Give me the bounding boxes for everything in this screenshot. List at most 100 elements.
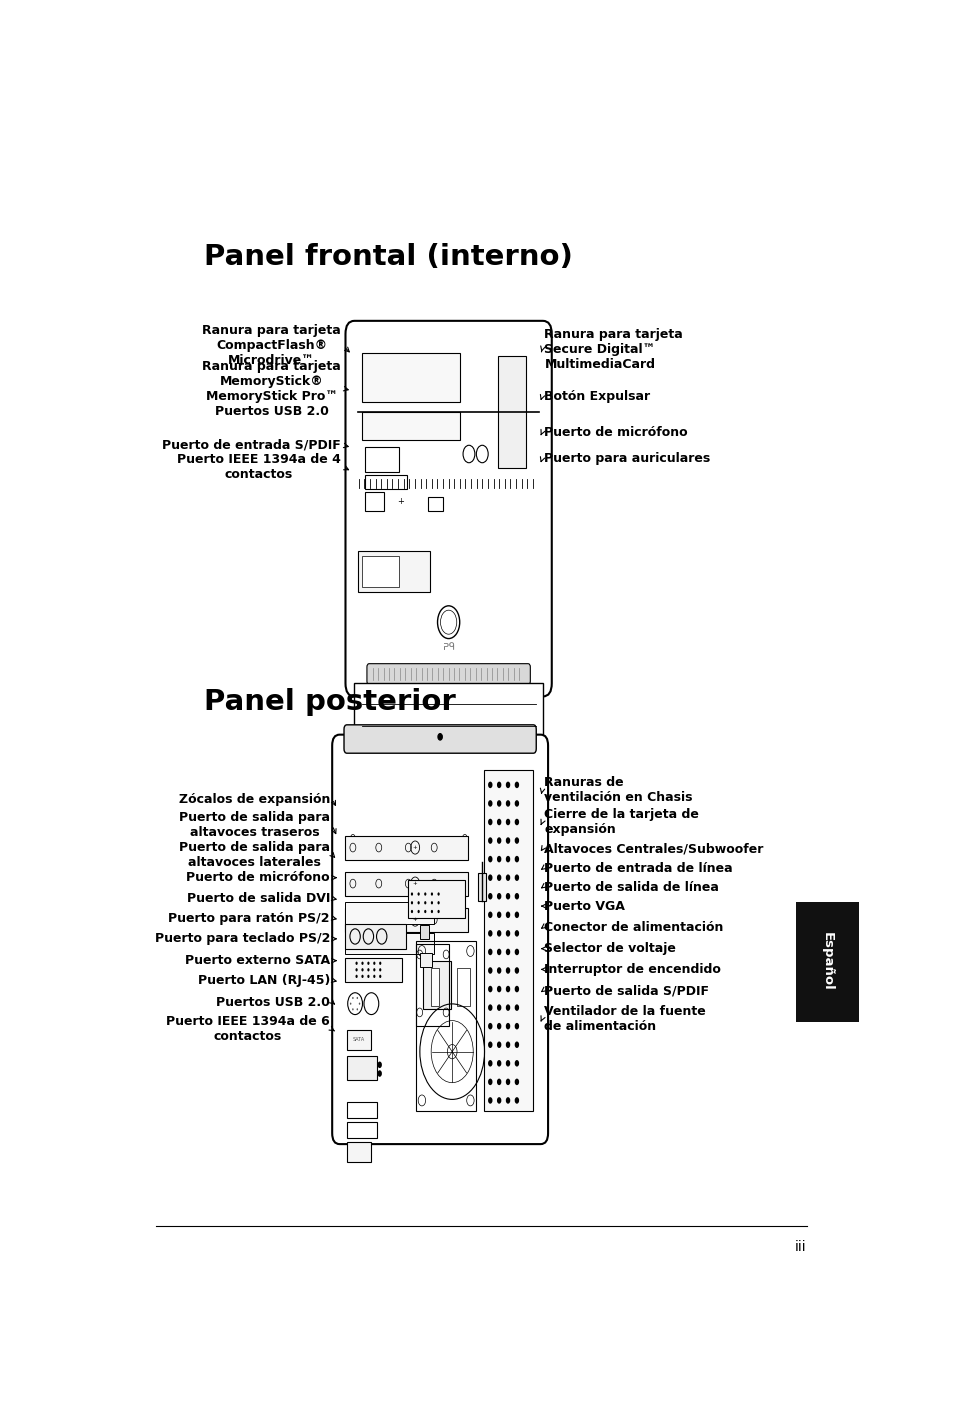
Circle shape [515, 800, 518, 807]
Circle shape [424, 900, 426, 905]
Circle shape [488, 875, 492, 881]
Text: Puerto de entrada de línea: Puerto de entrada de línea [544, 862, 732, 875]
Text: Interruptor de encendido: Interruptor de encendido [544, 963, 720, 976]
Text: Botón Expulsar: Botón Expulsar [544, 390, 650, 403]
Circle shape [497, 800, 501, 807]
Bar [361, 353, 459, 403]
Text: Puerto de entrada S/PDIF: Puerto de entrada S/PDIF [162, 438, 341, 452]
Circle shape [505, 1079, 510, 1085]
Circle shape [505, 837, 510, 844]
Circle shape [358, 1003, 360, 1005]
Bar [365, 475, 407, 489]
Circle shape [352, 997, 354, 1000]
Circle shape [437, 900, 439, 905]
Circle shape [497, 1041, 501, 1048]
Circle shape [378, 961, 381, 964]
Circle shape [515, 875, 518, 881]
Circle shape [515, 1079, 518, 1085]
Bar [345, 957, 401, 981]
Bar [345, 835, 468, 859]
Circle shape [505, 1041, 510, 1048]
Circle shape [437, 733, 442, 740]
Circle shape [497, 781, 501, 788]
Circle shape [437, 910, 439, 913]
Circle shape [497, 967, 501, 974]
Circle shape [515, 1098, 518, 1103]
Bar [347, 1143, 371, 1161]
Circle shape [431, 910, 433, 913]
Circle shape [356, 1008, 357, 1011]
Circle shape [488, 1022, 492, 1029]
Circle shape [505, 1061, 510, 1066]
Circle shape [367, 968, 369, 971]
Text: Puerto IEEE 1394a de 6
contactos: Puerto IEEE 1394a de 6 contactos [166, 1015, 330, 1044]
Circle shape [411, 910, 413, 913]
Circle shape [515, 1004, 518, 1011]
Text: Puerto de micrófono: Puerto de micrófono [186, 871, 330, 885]
Circle shape [488, 967, 492, 974]
Circle shape [361, 974, 363, 978]
Circle shape [497, 893, 501, 899]
Text: Ranura para tarjeta
Secure Digital™
MultimediaCard: Ranura para tarjeta Secure Digital™ Mult… [544, 328, 682, 370]
Circle shape [497, 837, 501, 844]
Bar [347, 1102, 376, 1119]
Circle shape [515, 986, 518, 993]
Text: Puerto de salida S/PDIF: Puerto de salida S/PDIF [544, 984, 709, 998]
Circle shape [361, 968, 363, 971]
Circle shape [488, 930, 492, 937]
Circle shape [505, 875, 510, 881]
Circle shape [431, 900, 433, 905]
Circle shape [367, 974, 369, 978]
Circle shape [488, 912, 492, 917]
Circle shape [505, 912, 510, 917]
Circle shape [515, 1061, 518, 1066]
Bar [365, 447, 399, 472]
Circle shape [378, 974, 381, 978]
Circle shape [505, 1098, 510, 1103]
Text: Cierre de la tarjeta de
expansión: Cierre de la tarjeta de expansión [544, 808, 699, 837]
Circle shape [378, 968, 381, 971]
Bar [456, 968, 470, 1005]
Bar [345, 925, 405, 949]
Circle shape [488, 856, 492, 862]
Circle shape [488, 837, 492, 844]
Text: ᕈᑫ: ᕈᑫ [442, 642, 455, 652]
Circle shape [497, 1098, 501, 1103]
Circle shape [488, 1041, 492, 1048]
Circle shape [373, 968, 375, 971]
Text: Ranuras de
ventilación en Chasis: Ranuras de ventilación en Chasis [544, 776, 692, 804]
Circle shape [355, 961, 357, 964]
Circle shape [424, 892, 426, 896]
Bar [357, 550, 429, 593]
Circle shape [488, 1079, 492, 1085]
Bar [431, 968, 438, 1005]
Circle shape [488, 949, 492, 956]
Text: Conector de alimentación: Conector de alimentación [544, 922, 723, 934]
Circle shape [497, 875, 501, 881]
Circle shape [515, 818, 518, 825]
Bar [423, 961, 450, 1010]
Text: Puerto de salida para
altavoces laterales: Puerto de salida para altavoces laterale… [179, 841, 330, 869]
Bar [347, 1056, 376, 1081]
Text: Ranura para tarjeta
MemoryStick®
MemoryStick Pro™
Puertos USB 2.0: Ranura para tarjeta MemoryStick® MemoryS… [202, 360, 341, 417]
Circle shape [424, 910, 426, 913]
Bar [408, 879, 464, 917]
Text: Selector de voltaje: Selector de voltaje [544, 942, 676, 956]
Bar [361, 556, 399, 587]
Circle shape [356, 997, 357, 1000]
Circle shape [515, 781, 518, 788]
Text: Puerto de salida de línea: Puerto de salida de línea [544, 881, 719, 893]
Circle shape [497, 818, 501, 825]
Bar [419, 953, 432, 967]
Circle shape [352, 1008, 354, 1011]
Circle shape [411, 900, 413, 905]
Circle shape [377, 1071, 381, 1076]
Circle shape [505, 930, 510, 937]
Circle shape [505, 893, 510, 899]
Circle shape [437, 892, 439, 896]
Circle shape [488, 1098, 492, 1103]
Circle shape [497, 912, 501, 917]
Circle shape [497, 1061, 501, 1066]
Text: SATA: SATA [353, 1037, 365, 1042]
Circle shape [355, 968, 357, 971]
